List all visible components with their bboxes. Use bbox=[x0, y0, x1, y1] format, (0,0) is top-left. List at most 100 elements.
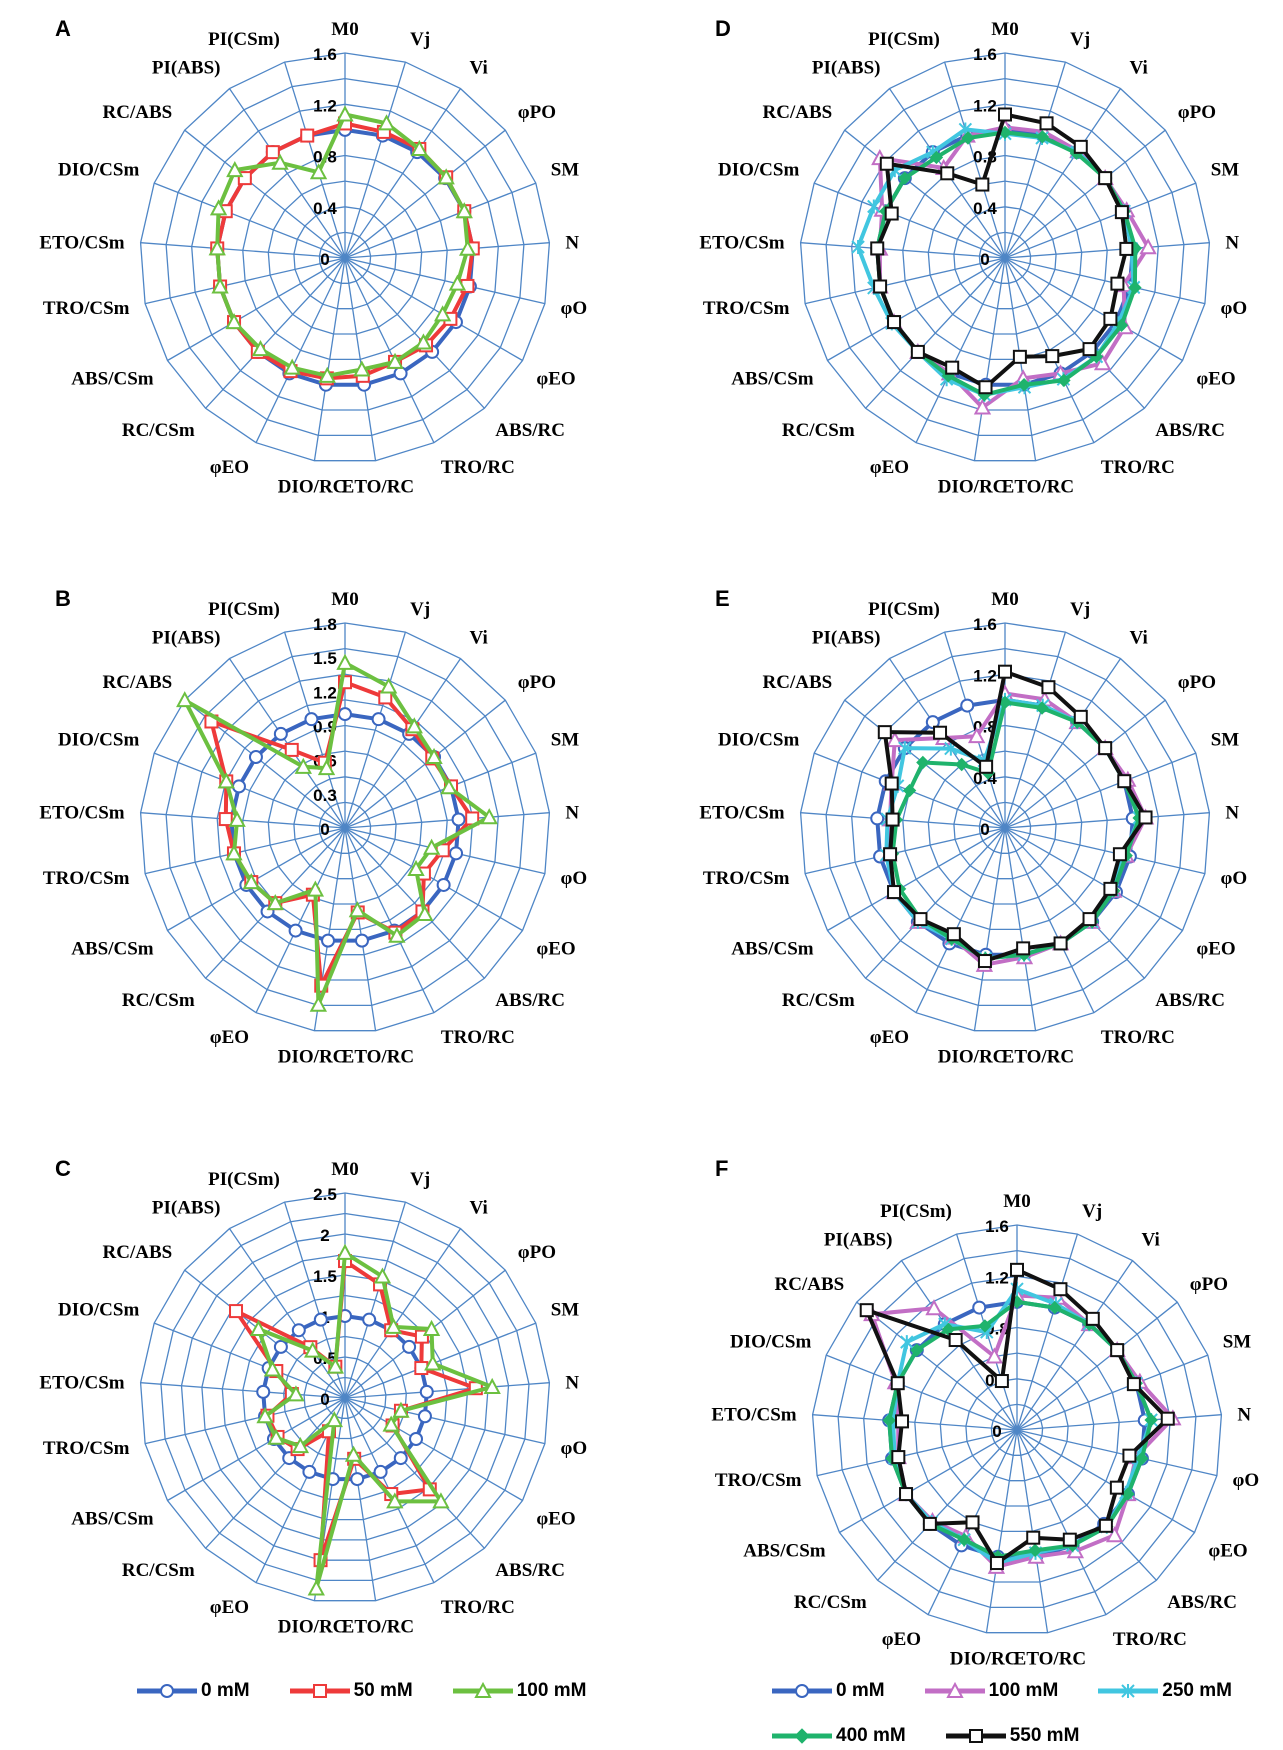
data-point bbox=[1109, 1480, 1124, 1495]
data-point bbox=[946, 927, 961, 942]
grid-ring bbox=[165, 77, 525, 437]
axis-label: N bbox=[1225, 233, 1239, 254]
grid-spoke bbox=[344, 182, 537, 259]
grid-spoke bbox=[344, 257, 523, 362]
data-point bbox=[1035, 701, 1049, 715]
axis-label: ETO/CSm bbox=[699, 233, 784, 254]
data-point bbox=[948, 1333, 963, 1348]
grid-spoke bbox=[344, 242, 550, 259]
axis-label: RC/CSm bbox=[122, 420, 195, 441]
grid-ring bbox=[965, 1378, 1069, 1482]
grid-spoke bbox=[283, 61, 346, 259]
data-point bbox=[422, 838, 441, 855]
data-point bbox=[1082, 342, 1097, 357]
axis-label: TRO/RC bbox=[441, 1027, 515, 1048]
data-point bbox=[291, 1323, 306, 1338]
axis-label: Vi bbox=[1130, 57, 1148, 78]
data-point bbox=[386, 1492, 404, 1509]
axis-label: Vj bbox=[1082, 1201, 1102, 1222]
data-point bbox=[1039, 116, 1054, 131]
data-point bbox=[208, 239, 226, 256]
grid-spoke bbox=[144, 1397, 346, 1445]
data-point bbox=[1114, 205, 1129, 220]
grid-spoke bbox=[1004, 242, 1210, 259]
data-point bbox=[977, 954, 992, 969]
data-point bbox=[416, 904, 434, 921]
grid-ring bbox=[221, 1274, 469, 1521]
radar-panel-C: C00.511.522.5M0VjViφPOSMNφOφEOABS/RCTRO/… bbox=[39, 1156, 587, 1638]
axis-label: φPO bbox=[1178, 102, 1216, 123]
data-point bbox=[961, 131, 975, 145]
data-point bbox=[449, 846, 464, 861]
grid-spoke bbox=[344, 257, 377, 461]
data-point bbox=[326, 1357, 345, 1374]
grid-spoke bbox=[1004, 658, 1122, 829]
axis-label: ABS/RC bbox=[1155, 420, 1225, 441]
panel-letter: A bbox=[55, 16, 71, 41]
grid-spoke bbox=[344, 812, 550, 829]
grid-ring bbox=[139, 1192, 551, 1602]
grid-spoke bbox=[153, 1322, 346, 1399]
grid-spoke bbox=[1016, 1429, 1195, 1534]
axis-label: PI(ABS) bbox=[812, 57, 881, 78]
grid-spoke bbox=[313, 257, 346, 461]
tick-label: 0.4 bbox=[973, 199, 997, 218]
grid-ring bbox=[180, 1233, 510, 1561]
axis-label: RC/CSm bbox=[782, 990, 855, 1011]
data-point bbox=[978, 380, 993, 395]
legend-item-550mM: 550 mM bbox=[945, 1725, 1079, 1747]
data-point bbox=[973, 398, 992, 415]
data-point bbox=[1103, 311, 1118, 326]
axis-label: φEO bbox=[882, 1629, 921, 1650]
legend-right-row2: 400 mM 550 mM bbox=[772, 1725, 1079, 1747]
radar-panel-A: A00.40.81.21.6M0 VjViφPOSMNφOφEOABS/RCTRO… bbox=[39, 16, 587, 498]
axis-label: SM bbox=[551, 159, 580, 180]
axis-label: φEO bbox=[1196, 939, 1235, 960]
axis-label: DIO/CSm bbox=[58, 729, 139, 750]
data-point bbox=[902, 783, 917, 798]
series-100-mM bbox=[208, 105, 477, 383]
grid-ring bbox=[139, 622, 551, 1032]
grid-spoke bbox=[1016, 1260, 1134, 1431]
axis-label: DIO/RC bbox=[938, 477, 1007, 498]
grid-spoke bbox=[344, 1397, 485, 1549]
grid-ring bbox=[191, 103, 499, 411]
data-point bbox=[306, 880, 325, 897]
data-point bbox=[877, 725, 892, 740]
data-point bbox=[432, 1492, 450, 1509]
tick-label: 2.5 bbox=[313, 1185, 337, 1204]
data-point bbox=[392, 1401, 410, 1418]
data-point bbox=[388, 926, 406, 943]
series-line bbox=[882, 669, 1148, 963]
data-point bbox=[266, 894, 284, 911]
grid-spoke bbox=[1004, 827, 1206, 875]
data-point bbox=[417, 1409, 432, 1424]
data-point bbox=[1062, 1532, 1077, 1547]
grid-spoke bbox=[205, 257, 346, 409]
data-point bbox=[379, 677, 398, 694]
data-point bbox=[373, 1267, 392, 1284]
grid-spoke bbox=[1016, 1429, 1107, 1615]
data-point bbox=[273, 726, 288, 741]
axis-label: φO bbox=[1221, 868, 1248, 889]
data-point bbox=[256, 1407, 274, 1424]
series-line bbox=[864, 1267, 1170, 1565]
data-point bbox=[873, 279, 888, 294]
data-point bbox=[317, 759, 336, 776]
axis-label: DIO/CSm bbox=[58, 159, 139, 180]
axis-label: TRO/CSm bbox=[703, 868, 790, 889]
grid-ring bbox=[851, 103, 1159, 411]
axis-label: M0 bbox=[331, 589, 358, 610]
data-point bbox=[900, 1335, 914, 1350]
grid-spoke bbox=[825, 1354, 1018, 1431]
grid-spoke bbox=[344, 257, 485, 409]
data-point bbox=[248, 749, 263, 764]
tick-label: 0 bbox=[320, 250, 329, 269]
axis-label: TRO/CSm bbox=[43, 298, 130, 319]
grid-ring bbox=[267, 180, 423, 335]
axis-label: ETO/RC bbox=[342, 477, 415, 498]
data-point bbox=[899, 1487, 914, 1502]
axis-label: PI(CSm) bbox=[208, 29, 280, 50]
data-point bbox=[1053, 1282, 1068, 1297]
data-point bbox=[225, 844, 243, 861]
